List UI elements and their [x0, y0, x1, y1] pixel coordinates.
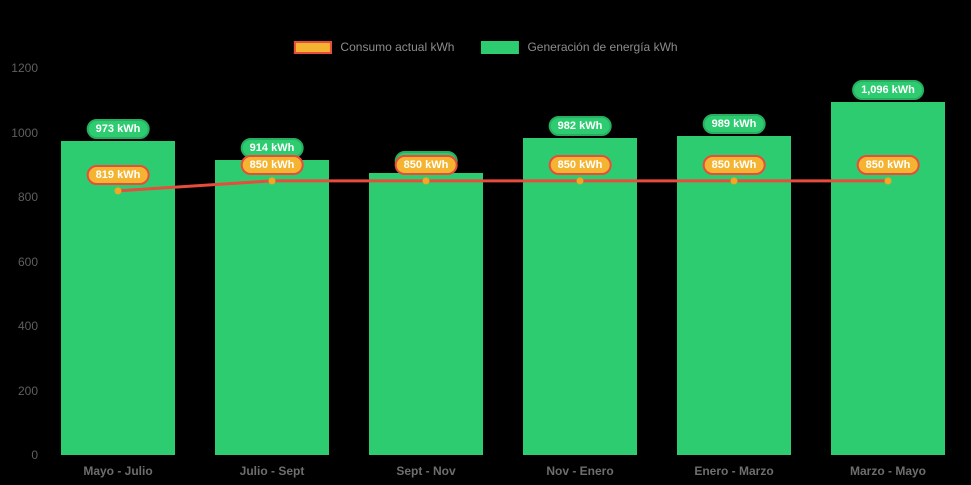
consumption-line-swatch-icon — [293, 40, 332, 54]
generation-bar[interactable] — [523, 138, 637, 455]
x-category-label: Nov - Enero — [546, 464, 614, 478]
consumption-value-pill: 850 kWh — [240, 154, 304, 175]
legend-label-consumo: Consumo actual kWh — [340, 40, 455, 54]
generation-bar-swatch-icon — [480, 40, 519, 54]
generation-bar[interactable] — [61, 141, 175, 455]
consumption-value-pill: 850 kWh — [856, 154, 920, 175]
generation-value-pill: 989 kWh — [702, 114, 766, 135]
consumption-value-pill: 850 kWh — [548, 154, 612, 175]
y-tick-label: 800 — [17, 190, 38, 204]
consumption-value-pill: 850 kWh — [394, 154, 458, 175]
x-category-label: Enero - Marzo — [694, 464, 774, 478]
legend: Consumo actual kWh Generación de energía… — [293, 40, 678, 54]
generation-value-pill: 973 kWh — [86, 119, 150, 140]
generation-value-pill: 982 kWh — [548, 116, 612, 137]
legend-label-generacion: Generación de energía kWh — [527, 40, 678, 54]
consumption-value-pill: 850 kWh — [702, 154, 766, 175]
legend-item-generacion[interactable]: Generación de energía kWh — [480, 40, 678, 54]
x-category-label: Marzo - Mayo — [849, 464, 927, 478]
y-tick-label: 200 — [17, 383, 38, 398]
generation-bar[interactable] — [677, 136, 791, 455]
generation-bar[interactable] — [369, 172, 483, 455]
generation-value-pill: 1,096 kWh — [852, 79, 924, 100]
x-category-label: Julio - Sept — [239, 464, 305, 478]
generation-bar[interactable] — [215, 160, 329, 455]
y-tick-label: 600 — [17, 254, 38, 269]
y-tick-label: 400 — [17, 319, 38, 333]
y-tick-label: 1000 — [11, 125, 38, 140]
consumption-value-pill: 819 kWh — [86, 164, 150, 185]
y-tick-label: 1200 — [11, 61, 38, 75]
x-category-label: Mayo - Julio — [83, 464, 153, 478]
legend-item-consumo[interactable]: Consumo actual kWh — [293, 40, 454, 54]
x-category-label: Sept - Nov — [396, 464, 456, 478]
y-tick-label: 0 — [31, 448, 38, 462]
